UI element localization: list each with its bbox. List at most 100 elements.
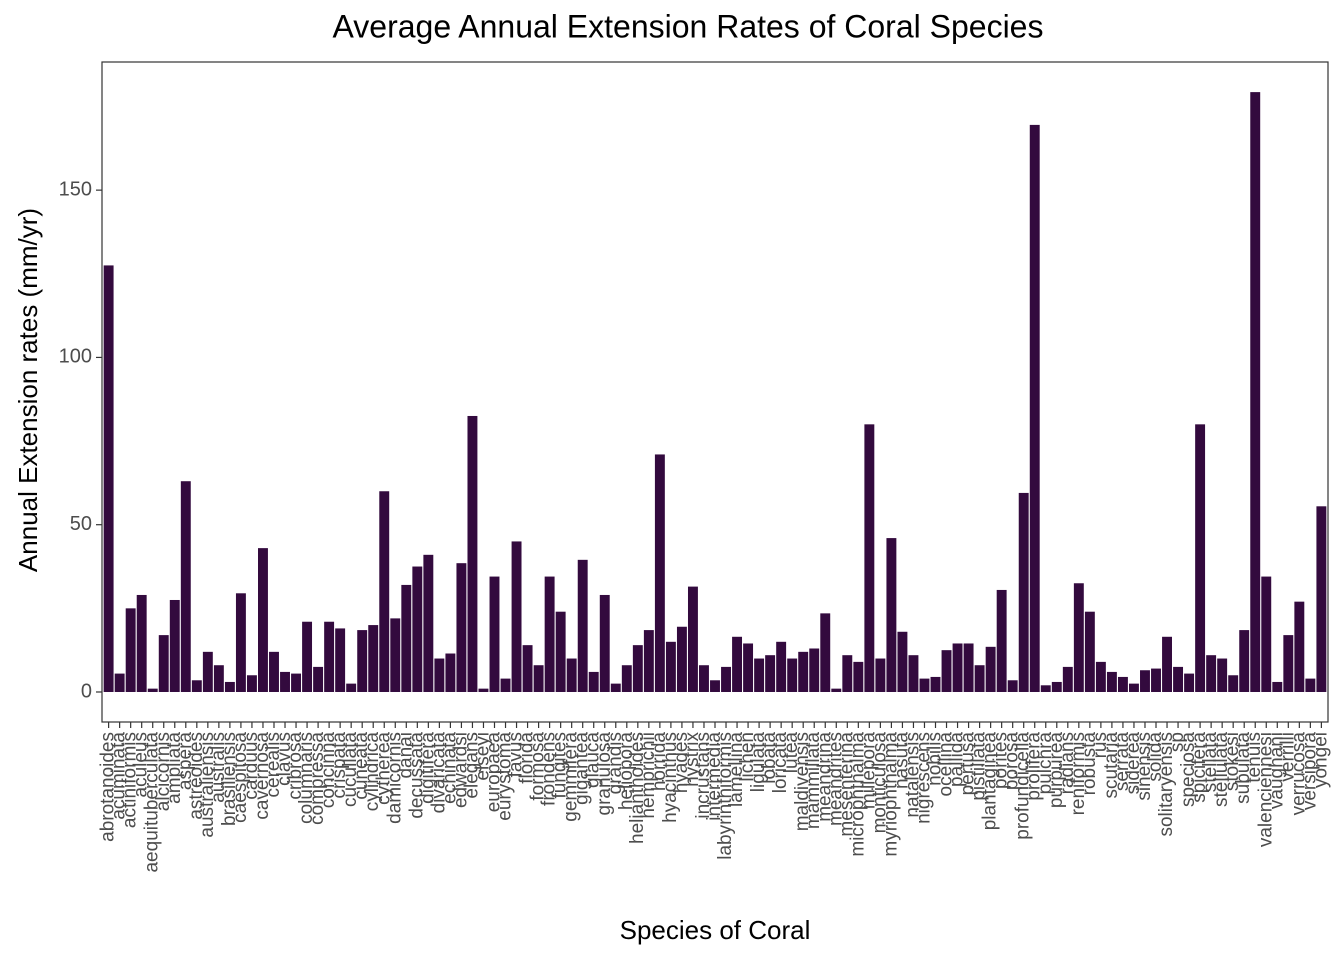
x-tick-label: nigrescens — [913, 732, 934, 824]
x-tick-label: nobilis — [925, 732, 946, 786]
x-tick-label: echinata — [439, 732, 460, 804]
bar — [522, 645, 533, 692]
bar — [1128, 683, 1139, 692]
x-tick-label: acuminata — [109, 732, 130, 820]
bar — [1073, 583, 1084, 692]
bar — [588, 671, 599, 692]
bar — [291, 673, 302, 692]
bar — [996, 589, 1007, 692]
x-tick-label: caespitosa — [230, 732, 251, 823]
x-tick-label: spicifera — [1189, 732, 1210, 803]
bar — [687, 586, 698, 692]
bar — [467, 415, 478, 692]
bar — [533, 665, 544, 692]
bar — [1250, 92, 1261, 692]
bar — [621, 665, 632, 692]
x-tick-label: yongei — [1310, 732, 1331, 788]
x-tick-label: horrida — [649, 732, 670, 792]
x-tick-label: europaea — [484, 732, 505, 813]
bar — [1184, 673, 1195, 692]
x-tick-label: purpurea — [1046, 732, 1067, 808]
x-tick-label: clavus — [274, 732, 295, 786]
x-tick-label: robusta — [1079, 732, 1100, 796]
bar — [346, 683, 357, 692]
x-tick-label: vaughani — [1266, 732, 1287, 809]
bar — [269, 651, 279, 692]
bar — [908, 655, 919, 692]
x-tick-label: speciosa — [1178, 732, 1199, 807]
x-tick-label: meandrina — [814, 732, 835, 822]
bar — [842, 655, 853, 692]
bar — [456, 563, 467, 692]
bar — [280, 671, 290, 692]
bar — [798, 651, 809, 692]
x-tick-label: loricata — [770, 732, 791, 794]
bar — [765, 655, 776, 692]
bar — [390, 618, 401, 692]
x-tick-label: meandrites — [825, 732, 846, 826]
x-axis-label: Species of Coral — [620, 915, 811, 945]
bar — [103, 265, 114, 692]
x-tick-label: cucullata — [340, 732, 361, 807]
x-tick-label: scutaria — [1101, 732, 1122, 799]
bar — [213, 665, 224, 692]
x-tick-label: ligulata — [748, 732, 769, 793]
x-tick-label: gemmifera — [561, 732, 582, 822]
bar — [114, 673, 125, 692]
x-tick-label: abrotanoides — [98, 732, 119, 842]
bar — [1228, 675, 1239, 692]
x-tick-label: carduus — [241, 732, 262, 800]
bar — [699, 665, 709, 692]
x-tick-label: actiniformis — [120, 732, 141, 828]
bar — [478, 688, 489, 692]
bar — [1217, 658, 1228, 692]
x-tick-label: myriophthalma — [880, 732, 901, 857]
bar — [1316, 506, 1327, 692]
x-tick-label: plantaginea — [980, 732, 1001, 831]
bar — [897, 631, 908, 692]
bar — [235, 593, 246, 692]
x-tick-label: crispata — [329, 732, 350, 799]
y-tick-label: 50 — [70, 513, 92, 535]
x-tick-label: microphthalma — [847, 732, 868, 857]
x-tick-label: cylindrica — [362, 732, 383, 812]
bar — [125, 608, 136, 692]
bar — [809, 648, 820, 692]
x-tick-label: pallida — [947, 732, 968, 787]
x-tick-label: danai — [395, 732, 416, 779]
bar — [886, 538, 897, 692]
bar — [246, 675, 257, 692]
x-tick-label: lutea — [781, 732, 802, 774]
x-tick-label: ampliata — [164, 732, 185, 804]
x-tick-label: incrustans — [693, 732, 714, 819]
x-tick-label: lichen — [737, 732, 758, 782]
bar — [368, 625, 379, 692]
bar — [202, 651, 213, 692]
x-tick-label: glauca — [583, 732, 604, 788]
bar — [511, 541, 522, 692]
x-tick-label: damicornis — [384, 732, 405, 824]
bar — [864, 424, 875, 692]
x-tick-label: mammillata — [803, 732, 824, 830]
bar — [489, 576, 500, 692]
bar — [191, 680, 202, 692]
bar — [302, 621, 313, 692]
bar — [577, 559, 588, 692]
bar — [1062, 666, 1073, 692]
x-tick-label: helianthoides — [627, 732, 648, 844]
x-tick-label: gigantea — [572, 732, 593, 805]
x-tick-label: alcicornis — [153, 732, 174, 811]
bar — [721, 666, 731, 692]
bar — [445, 653, 456, 692]
x-tick-label: tenuis — [1244, 732, 1265, 783]
x-tick-label: sp — [1167, 732, 1188, 752]
x-tick-label: fungites — [550, 732, 571, 799]
x-tick-label: digitifera — [417, 732, 438, 804]
x-tick-label: valenciennesi — [1255, 732, 1276, 847]
x-tick-label: pertusa — [958, 732, 979, 796]
bar — [743, 643, 754, 692]
x-tick-label: florida — [517, 732, 538, 784]
bar — [776, 641, 787, 692]
bar — [974, 665, 985, 692]
